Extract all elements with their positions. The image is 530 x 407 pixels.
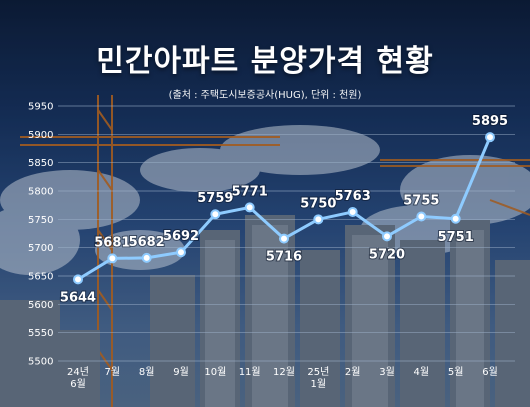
x-tick-label: 3월 xyxy=(379,366,395,378)
y-axis-ticks: 5500 5550 5600 5650 5700 5750 5800 5850 5900 5950 xyxy=(28,102,53,368)
data-point xyxy=(141,252,152,263)
data-label: 5771 xyxy=(232,184,268,199)
y-tick-label: 5700 xyxy=(28,243,53,254)
x-tick-label: 12월 xyxy=(273,366,295,378)
x-tick-label: 25년 1월 xyxy=(307,366,329,390)
chart-title: 민간아파트 분양가격 현황 xyxy=(96,44,434,79)
y-tick-label: 5750 xyxy=(28,215,53,226)
data-label: 5720 xyxy=(369,247,405,262)
data-point xyxy=(416,211,427,222)
data-point xyxy=(244,202,255,213)
x-tick-label: 5월 xyxy=(448,366,464,378)
x-tick-label: 9월 xyxy=(173,366,189,378)
chart-source-note: (출처 : 주택도시보증공사(HUG), 단위 : 천원) xyxy=(168,90,362,101)
y-tick-label: 5550 xyxy=(28,328,53,339)
x-tick-label: 24년 6월 xyxy=(67,366,89,390)
y-tick-label: 5950 xyxy=(28,102,53,113)
data-point xyxy=(107,253,118,264)
y-tick-label: 5900 xyxy=(28,130,53,141)
data-label: 5751 xyxy=(438,230,474,245)
x-tick-label: 8월 xyxy=(139,366,155,378)
data-point xyxy=(313,214,324,225)
x-tick-label: 7월 xyxy=(105,366,121,378)
markers xyxy=(73,132,495,285)
data-point xyxy=(279,233,289,244)
data-point xyxy=(73,274,83,285)
data-label: 5750 xyxy=(300,196,336,211)
data-point xyxy=(210,209,221,220)
x-tick-label: 2월 xyxy=(345,366,361,378)
data-label: 5895 xyxy=(472,114,508,129)
y-tick-label: 5600 xyxy=(28,300,53,311)
gridlines xyxy=(58,105,515,362)
data-point xyxy=(450,213,461,224)
x-tick-label: 10월 xyxy=(204,366,226,378)
data-label: 5681 xyxy=(94,235,130,250)
y-tick-label: 5850 xyxy=(28,158,53,169)
x-axis-ticks: 24년 6월 7월 8월 9월 10월 11월 12월 25년 1월 2월 3월 4월 5월 6월 xyxy=(67,366,498,390)
y-tick-label: 5500 xyxy=(28,357,53,368)
data-label: 5755 xyxy=(403,194,439,209)
data-point xyxy=(485,132,495,143)
data-label: 5682 xyxy=(129,235,165,250)
data-label: 5759 xyxy=(197,191,233,206)
data-label: 5644 xyxy=(60,290,96,305)
data-point xyxy=(382,231,392,242)
x-tick-label: 6월 xyxy=(482,366,498,378)
x-tick-label: 11월 xyxy=(239,366,261,378)
y-tick-label: 5650 xyxy=(28,272,53,283)
x-tick-label: 4월 xyxy=(414,366,430,378)
data-label: 5716 xyxy=(266,250,302,265)
y-tick-label: 5800 xyxy=(28,187,53,198)
data-label: 5763 xyxy=(335,189,371,204)
data-point xyxy=(176,247,186,258)
data-point xyxy=(347,206,358,217)
data-label: 5692 xyxy=(163,229,199,244)
